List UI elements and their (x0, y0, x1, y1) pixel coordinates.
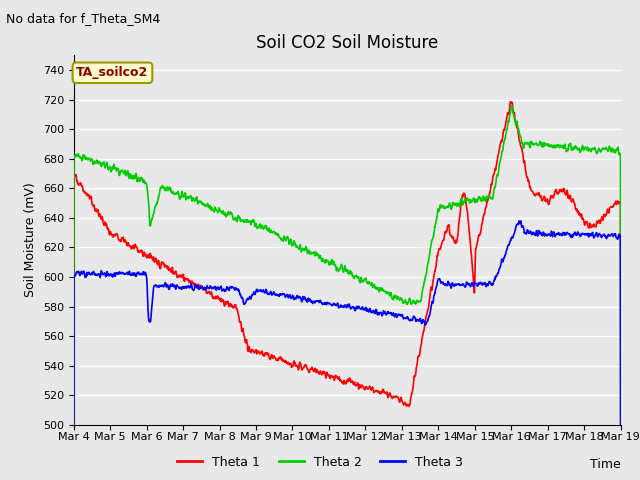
Text: TA_soilco2: TA_soilco2 (76, 66, 148, 79)
Title: Soil CO2 Soil Moisture: Soil CO2 Soil Moisture (256, 34, 438, 52)
Text: Time: Time (590, 458, 621, 471)
Legend: Theta 1, Theta 2, Theta 3: Theta 1, Theta 2, Theta 3 (172, 451, 468, 474)
Y-axis label: Soil Moisture (mV): Soil Moisture (mV) (24, 182, 37, 298)
Text: No data for f_Theta_SM4: No data for f_Theta_SM4 (6, 12, 161, 25)
